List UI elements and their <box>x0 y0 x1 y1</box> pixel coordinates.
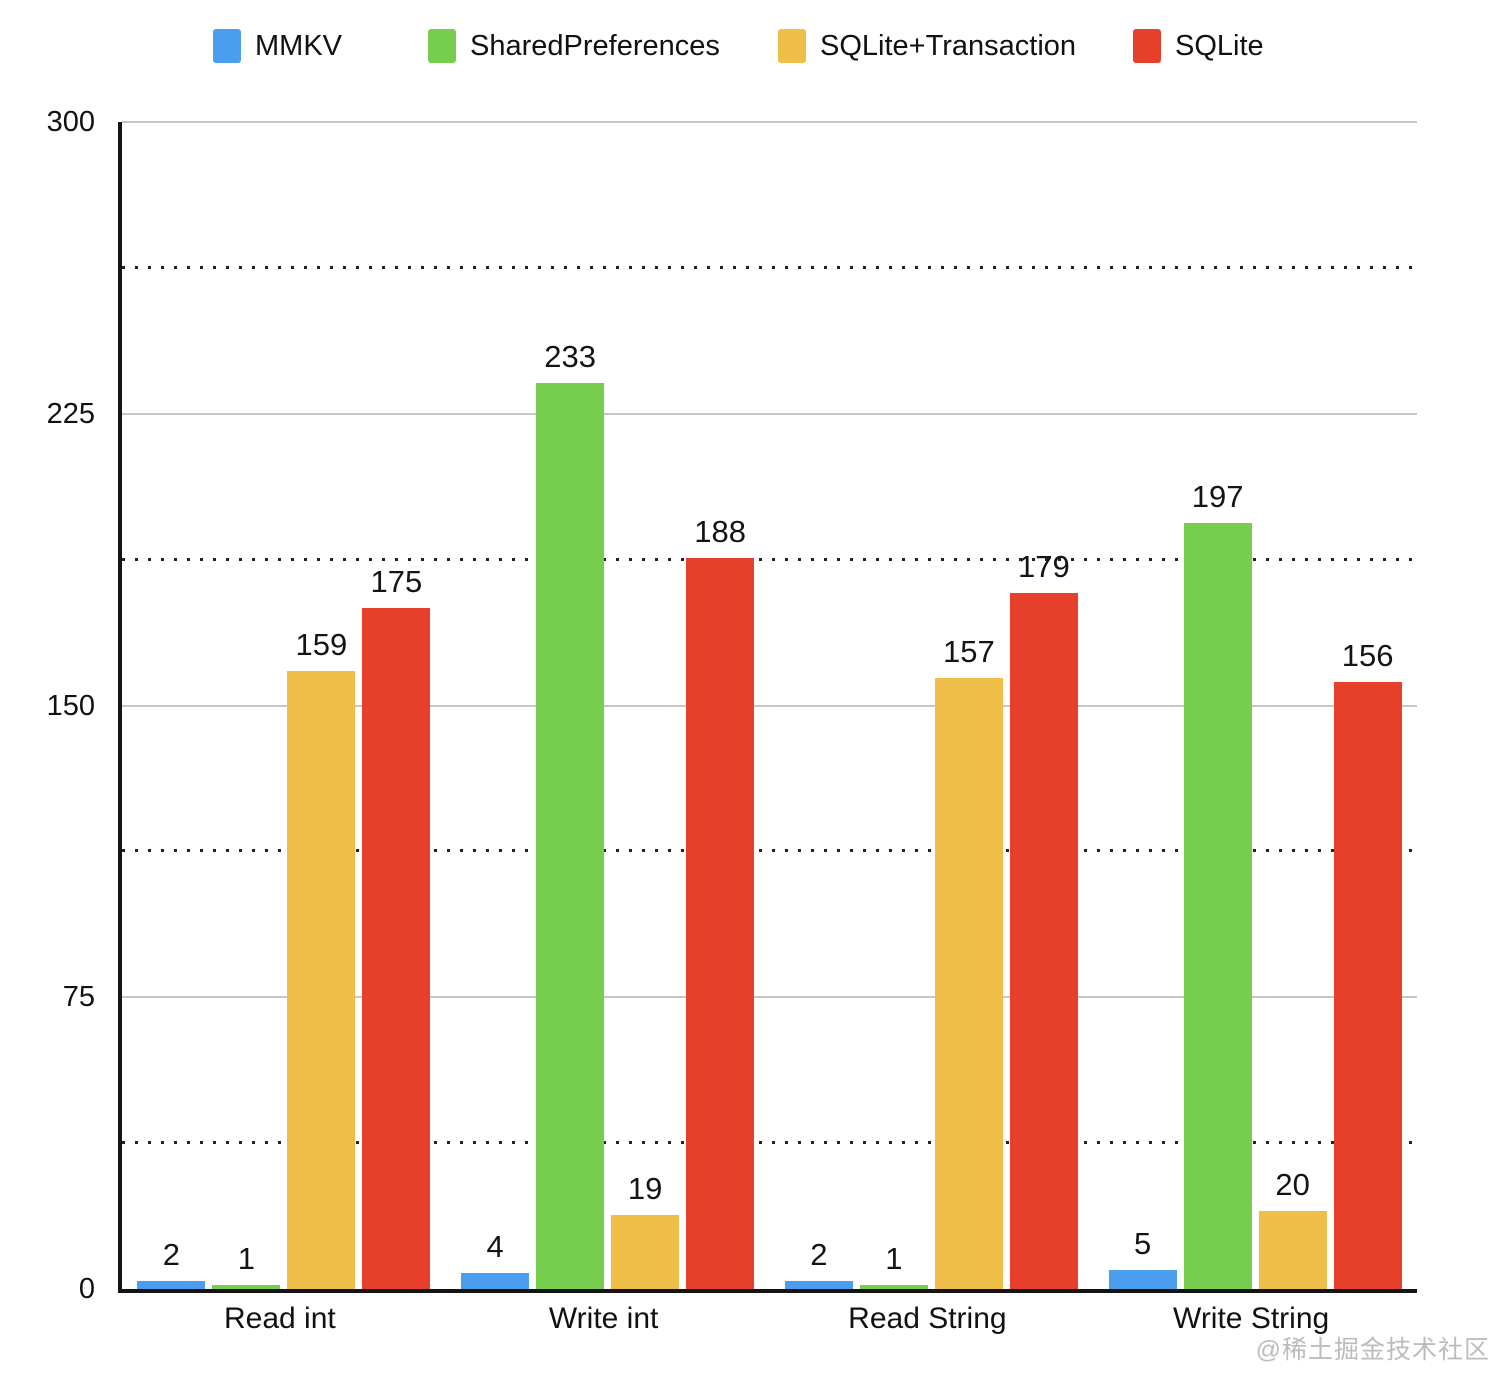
y-tick-label-300: 300 <box>46 106 95 138</box>
bar-value-label: 20 <box>1275 1167 1310 1203</box>
bar-value-label: 2 <box>162 1237 180 1273</box>
legend-swatch-icon <box>213 29 241 63</box>
bar-value-label: 2 <box>810 1237 828 1273</box>
bar-sqlite-write-string <box>1333 682 1402 1289</box>
bar-mmkv-read-string <box>784 1281 853 1289</box>
bar-sqlite-read-int <box>362 608 431 1289</box>
y-axis-tick-labels: 0 75 150 225 300 <box>0 0 95 1385</box>
legend-item-sharedpreferences: SharedPreferences <box>428 29 720 63</box>
gridline-minor-262-5 <box>122 265 1417 269</box>
bar-sqlite-transaction-read-int <box>287 670 356 1289</box>
chart-legend: MMKV SharedPreferences SQLite+Transaction S… <box>0 0 1512 96</box>
bar-value-label: 4 <box>486 1229 504 1265</box>
legend-swatch-icon <box>428 29 456 63</box>
bar-mmkv-write-int <box>461 1273 530 1289</box>
bar-sqlite-transaction-read-string <box>934 678 1003 1289</box>
plot-area: 2 1 159 175 4 233 19 188 2 1 157 179 5 197 20 156 <box>118 121 1417 1293</box>
bar-sqlite-write-int <box>686 557 755 1289</box>
bar-mmkv-read-int <box>137 1281 206 1289</box>
bar-value-label: 157 <box>943 634 995 670</box>
legend-swatch-icon <box>1133 29 1161 63</box>
y-tick-label-0: 0 <box>78 1273 95 1305</box>
bar-sharedpreferences-write-string <box>1183 522 1252 1289</box>
gridline-minor-187-5 <box>122 557 1417 561</box>
legend-label: SharedPreferences <box>470 29 720 62</box>
legend-item-mmkv: MMKV <box>213 29 342 63</box>
legend-label: MMKV <box>255 29 342 62</box>
x-category-label-read-string: Read String <box>848 1302 1007 1335</box>
gridline-major-225 <box>122 412 1417 415</box>
bar-value-label: 179 <box>1018 548 1070 584</box>
x-category-label-read-int: Read int <box>224 1302 336 1335</box>
bar-value-label: 175 <box>370 564 423 600</box>
legend-label: SQLite <box>1175 29 1264 62</box>
bar-sqlite-read-string <box>1009 592 1078 1289</box>
gridline-minor-37-5 <box>122 1141 1417 1145</box>
bar-sqlite-transaction-write-string <box>1258 1211 1327 1289</box>
bar-value-label: 1 <box>885 1241 903 1277</box>
legend-item-sqlite: SQLite <box>1133 29 1264 63</box>
legend-label: SQLite+Transaction <box>820 29 1077 62</box>
x-category-label-write-int: Write int <box>548 1302 659 1335</box>
bar-value-label: 197 <box>1191 478 1244 514</box>
bar-sharedpreferences-read-string <box>859 1285 928 1289</box>
gridline-major-75 <box>122 996 1417 999</box>
gridline-major-300 <box>122 121 1417 123</box>
bar-value-label: 156 <box>1341 638 1394 674</box>
bar-value-label: 5 <box>1134 1225 1152 1261</box>
bar-value-label: 159 <box>295 626 348 662</box>
gridline-minor-112-5 <box>122 849 1417 853</box>
bar-sqlite-transaction-write-int <box>611 1215 680 1289</box>
bar-sharedpreferences-write-int <box>536 382 605 1289</box>
bar-value-label: 1 <box>237 1241 255 1277</box>
bar-value-label: 19 <box>627 1171 663 1207</box>
watermark: @稀土掘金技术社区 <box>1255 1336 1490 1364</box>
bar-mmkv-write-string <box>1108 1269 1177 1289</box>
legend-item-sqlite-transaction: SQLite+Transaction <box>778 29 1076 63</box>
legend-swatch-icon <box>778 29 806 63</box>
bar-sharedpreferences-read-int <box>212 1285 281 1289</box>
x-category-label-write-string: Write String <box>1173 1302 1330 1335</box>
bar-value-label: 233 <box>544 338 596 374</box>
bar-value-label: 188 <box>694 513 746 549</box>
gridline-major-150 <box>122 704 1417 707</box>
y-tick-label-75: 75 <box>62 981 95 1014</box>
y-tick-label-150: 150 <box>46 689 95 722</box>
y-tick-label-225: 225 <box>46 397 95 430</box>
